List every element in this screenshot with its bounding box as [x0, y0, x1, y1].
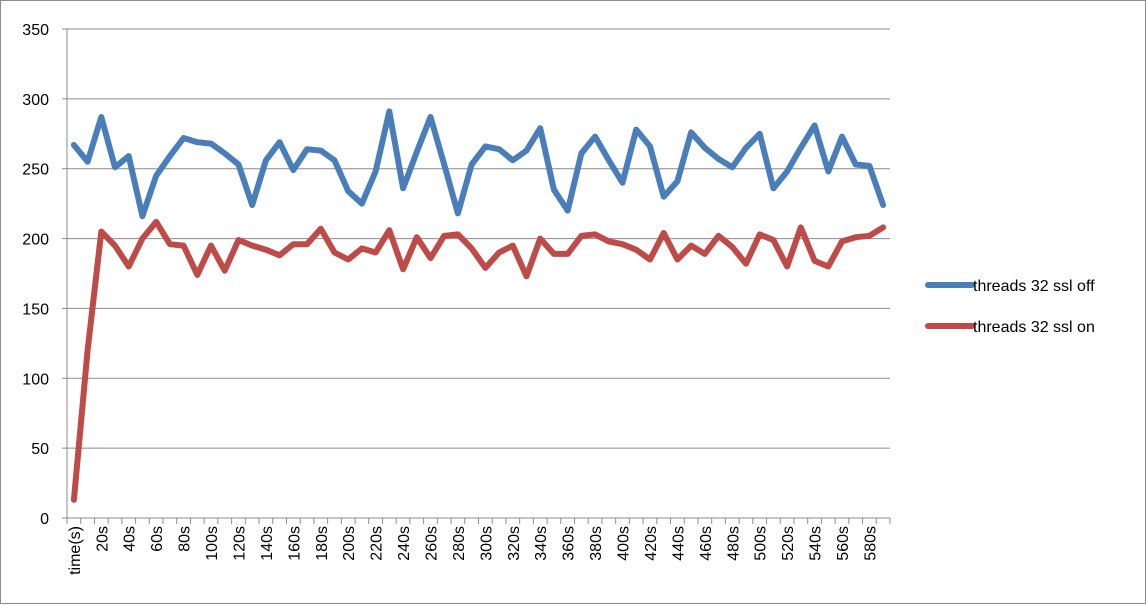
y-tick-label: 350	[22, 22, 49, 39]
x-tick-label: 260s	[423, 526, 440, 561]
x-tick-label: 140s	[259, 526, 276, 561]
x-tick-label: 60s	[149, 526, 166, 552]
x-tick-label: 300s	[478, 526, 495, 561]
x-tick-label: time(s)	[67, 526, 84, 575]
y-tick-label: 250	[22, 162, 49, 179]
series-line-2	[70, 218, 887, 503]
x-tick-label: 380s	[588, 526, 605, 561]
x-tick-label: 280s	[451, 526, 468, 561]
x-tick-label: 580s	[862, 526, 879, 561]
x-tick-label: 220s	[369, 526, 386, 561]
x-tick-label: 360s	[561, 526, 578, 561]
x-tick-label: 180s	[314, 526, 331, 561]
x-tick-label: 20s	[94, 526, 111, 552]
x-tick-label: 520s	[780, 526, 797, 561]
axes: 0 50 100 150 200 250 300 350 time(s) 20s 40s 60s 80s…	[22, 22, 891, 575]
x-tick-label: 480s	[725, 526, 742, 561]
x-tick-label: 200s	[341, 526, 358, 561]
x-tick-label: 460s	[698, 526, 715, 561]
x-tick-label: 560s	[835, 526, 852, 561]
y-tick-label: 0	[40, 511, 49, 528]
y-tick-label: 150	[22, 301, 49, 318]
x-tick-label: 320s	[506, 526, 523, 561]
x-tick-label: 160s	[286, 526, 303, 561]
x-tick-label: 120s	[231, 526, 248, 561]
gridlines	[67, 28, 890, 449]
series-line-1	[70, 108, 887, 220]
x-tick-label: 500s	[753, 526, 770, 561]
x-tick-label: 80s	[177, 526, 194, 552]
x-tick-label: 340s	[533, 526, 550, 561]
x-tick-label: 540s	[808, 526, 825, 561]
legend: threads 32 ssl off threads 32 ssl on	[925, 278, 1095, 336]
x-tick-label: 440s	[670, 526, 687, 561]
y-tick-label: 100	[22, 371, 49, 388]
series-lines	[70, 108, 887, 503]
x-tick-label: 100s	[204, 526, 221, 561]
x-tick-label: 400s	[616, 526, 633, 561]
y-tick-label: 200	[22, 232, 49, 249]
y-tick-label: 50	[31, 441, 49, 458]
x-tick-label: 240s	[396, 526, 413, 561]
y-tick-label: 300	[22, 92, 49, 109]
legend-label: threads 32 ssl on	[973, 319, 1095, 336]
x-tick-label: 420s	[643, 526, 660, 561]
legend-label: threads 32 ssl off	[973, 278, 1095, 295]
x-tick-label: 40s	[122, 526, 139, 552]
